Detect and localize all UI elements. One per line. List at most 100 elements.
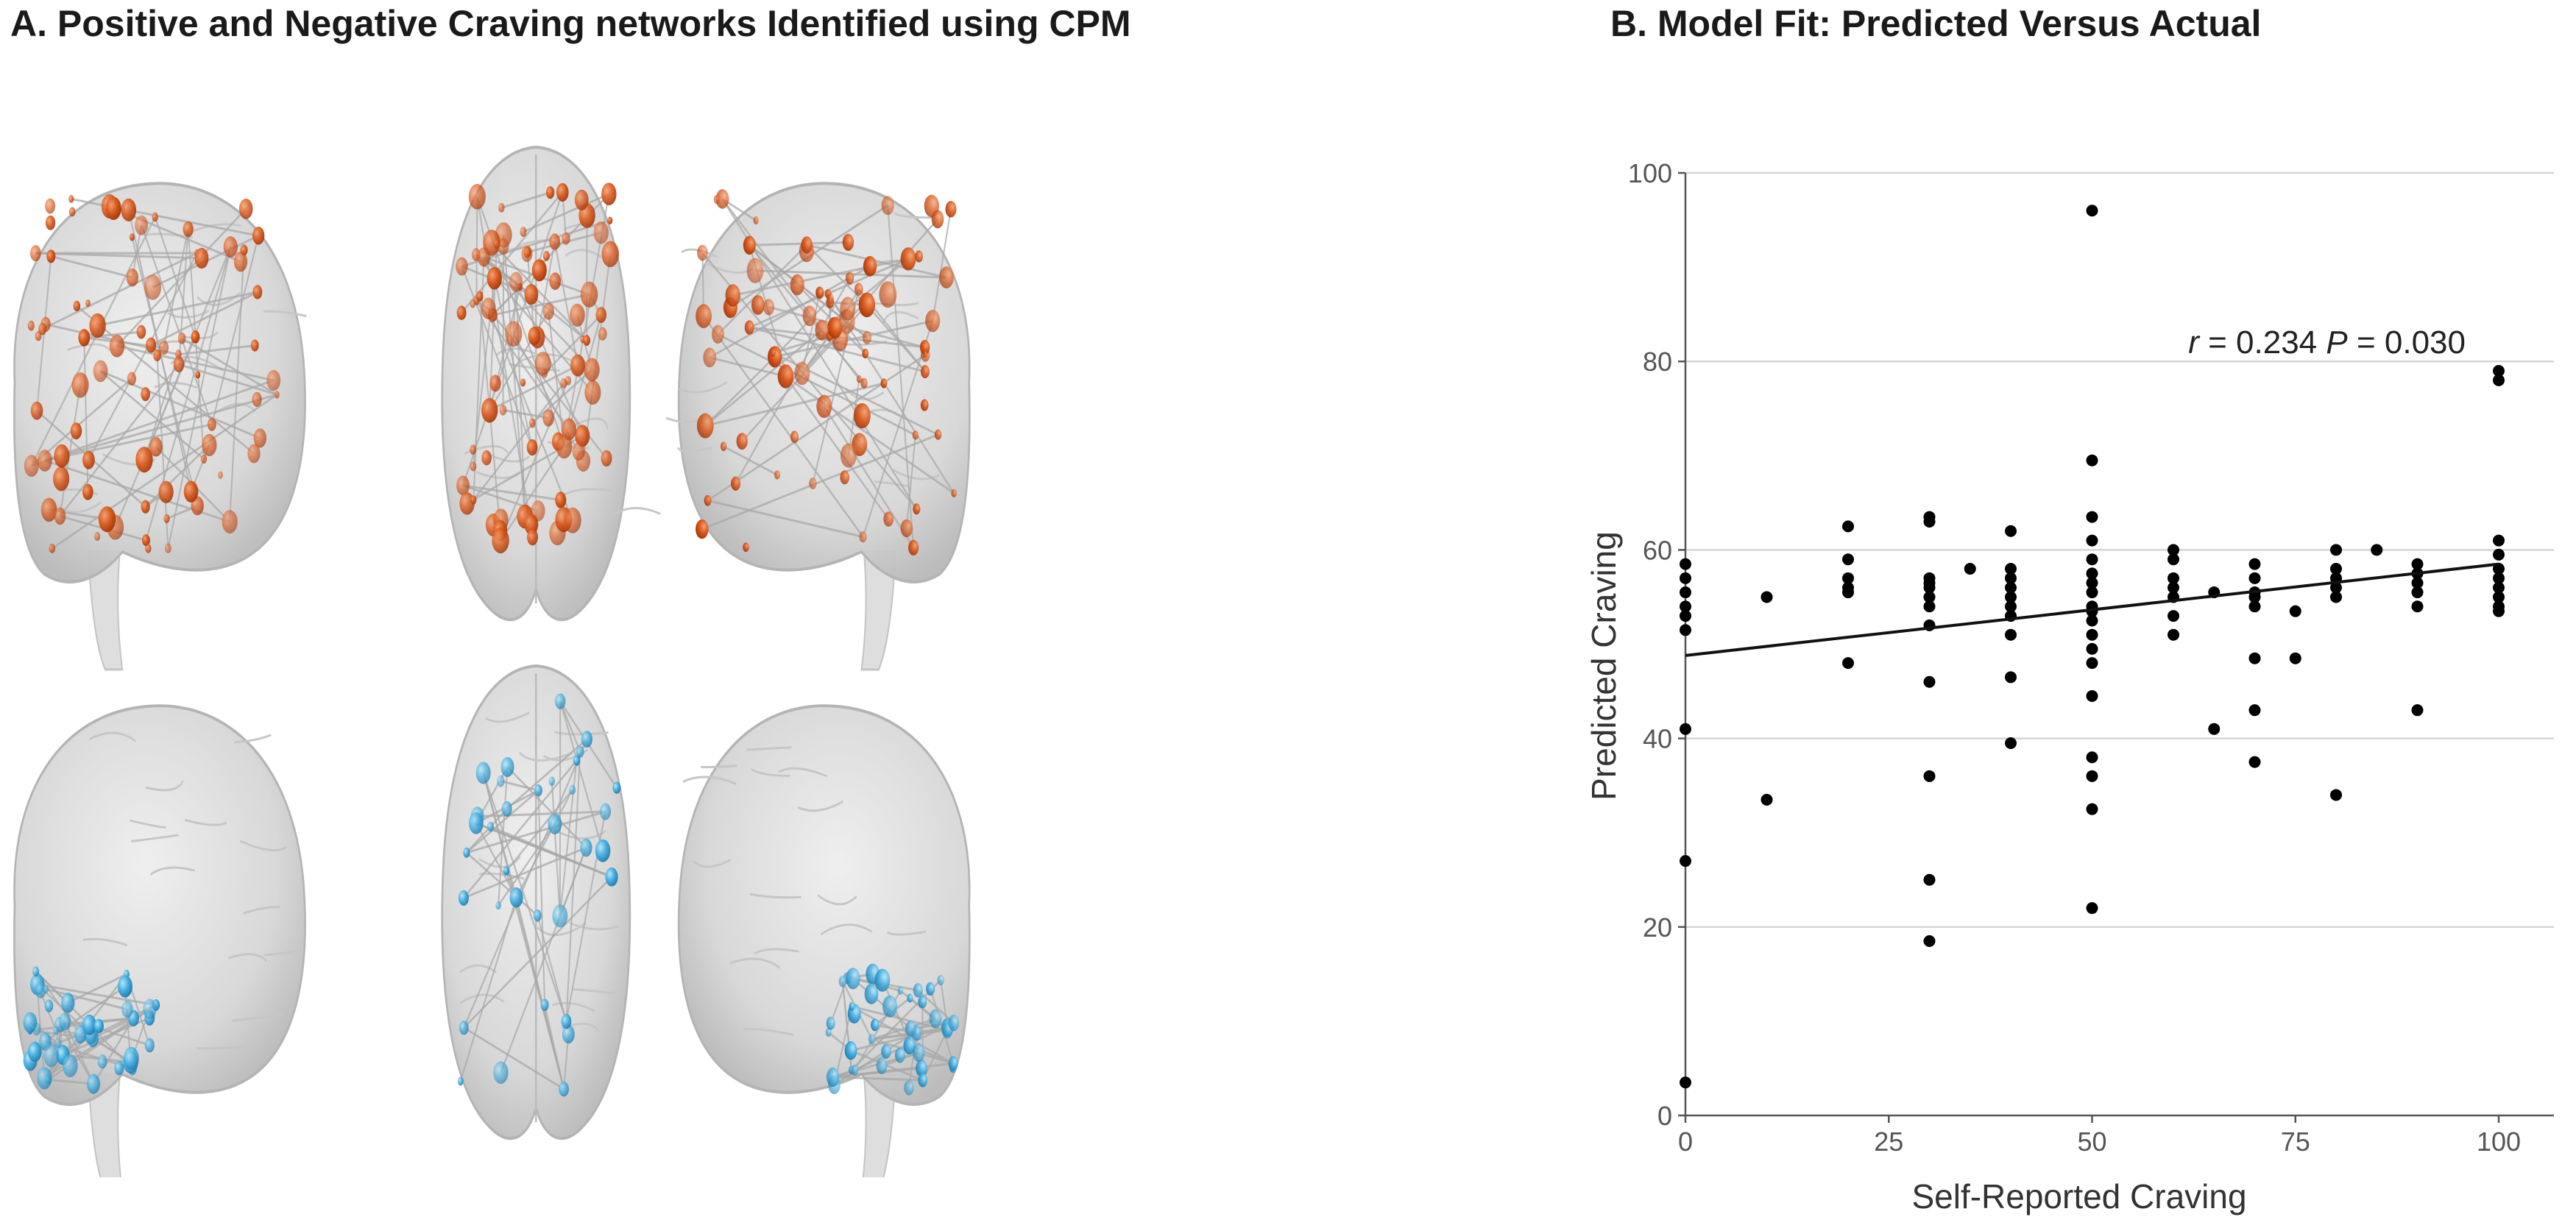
network-node	[904, 1079, 914, 1096]
network-node	[469, 812, 484, 834]
data-point	[1680, 723, 1691, 735]
y-tick-label: 100	[1628, 158, 1672, 188]
network-edge	[851, 979, 941, 1071]
network-node	[868, 1034, 876, 1045]
network-node	[500, 756, 514, 778]
network-node	[576, 745, 584, 758]
y-axis-label: Predicted Craving	[1585, 531, 1623, 801]
data-point	[2168, 572, 2179, 584]
network-node	[601, 450, 612, 467]
network-edge	[59, 1023, 94, 1085]
network-node	[599, 803, 612, 820]
data-point	[2208, 723, 2221, 735]
network-node	[37, 1066, 52, 1090]
network-edge	[466, 851, 538, 917]
data-point	[1964, 563, 1976, 575]
network-node	[531, 259, 547, 282]
network-node	[696, 304, 712, 328]
network-edge	[475, 822, 517, 898]
data-point	[2493, 591, 2505, 603]
network-edge	[51, 255, 133, 279]
network-node	[840, 297, 856, 321]
data-point	[2411, 704, 2424, 717]
network-edge	[463, 759, 578, 899]
network-node	[524, 284, 539, 305]
gyrus-line	[678, 380, 728, 394]
network-node	[109, 334, 125, 358]
network-node	[520, 378, 526, 387]
network-node	[135, 447, 153, 473]
brain-outline	[13, 704, 306, 1106]
network-edge	[749, 241, 849, 246]
network-node	[777, 364, 794, 388]
gyrus-line	[82, 937, 127, 947]
network-node	[713, 194, 720, 205]
gyrus-line	[817, 894, 857, 906]
data-point	[2086, 454, 2098, 466]
network-edge	[181, 337, 277, 396]
network-node	[607, 216, 613, 225]
network-edge	[523, 193, 609, 233]
network-node	[93, 1018, 104, 1034]
data-point	[2411, 600, 2424, 613]
network-edge	[150, 291, 258, 347]
network-node	[900, 519, 913, 538]
network-node	[481, 297, 496, 319]
network-edge	[824, 405, 914, 549]
network-edge	[463, 738, 588, 1029]
network-node	[152, 212, 158, 222]
gyrus-line	[496, 347, 544, 359]
data-point	[1680, 600, 1691, 613]
network-node	[853, 402, 871, 429]
network-node	[842, 233, 854, 251]
network-node	[570, 354, 585, 377]
network-node	[173, 356, 185, 373]
network-node	[499, 404, 507, 416]
gyrus-line	[820, 923, 873, 936]
network-node	[905, 1020, 916, 1037]
data-point	[2330, 544, 2342, 556]
network-node	[900, 247, 916, 271]
network-node	[598, 327, 607, 341]
gyrus-line	[264, 949, 300, 957]
gyrus-line	[677, 446, 713, 453]
network-node	[29, 245, 41, 262]
network-node	[45, 198, 56, 214]
data-point	[2493, 534, 2505, 547]
network-node	[497, 775, 505, 787]
network-node	[35, 331, 42, 341]
y-tick-label: 80	[1643, 347, 1672, 377]
network-node	[880, 378, 888, 388]
network-node	[696, 413, 714, 439]
network-edge	[705, 382, 885, 427]
network-edge	[498, 823, 556, 906]
data-point	[1923, 600, 1936, 613]
network-node	[24, 455, 39, 477]
data-point	[2330, 789, 2342, 801]
data-point	[1680, 586, 1691, 599]
data-point	[2086, 689, 2098, 702]
gyrus-line	[701, 764, 737, 769]
network-node	[849, 1001, 855, 1011]
network-node	[481, 450, 492, 466]
network-node	[142, 534, 150, 547]
network-node	[555, 492, 567, 508]
data-point	[2289, 652, 2301, 664]
data-point	[2086, 511, 2098, 523]
network-edge	[515, 282, 526, 517]
network-node	[925, 310, 941, 333]
network-node	[149, 437, 163, 457]
brainstem-shape	[860, 550, 897, 671]
network-edge	[88, 252, 198, 461]
network-edge	[807, 244, 947, 279]
network-node	[528, 327, 541, 346]
network-edge	[475, 822, 612, 879]
gyrus-line	[610, 507, 661, 519]
network-node	[856, 375, 862, 383]
network-node	[30, 401, 43, 420]
network-edge	[52, 394, 277, 550]
network-node	[859, 531, 867, 543]
gyrus-line	[887, 930, 927, 936]
network-node	[49, 544, 56, 553]
network-edge	[462, 484, 561, 502]
